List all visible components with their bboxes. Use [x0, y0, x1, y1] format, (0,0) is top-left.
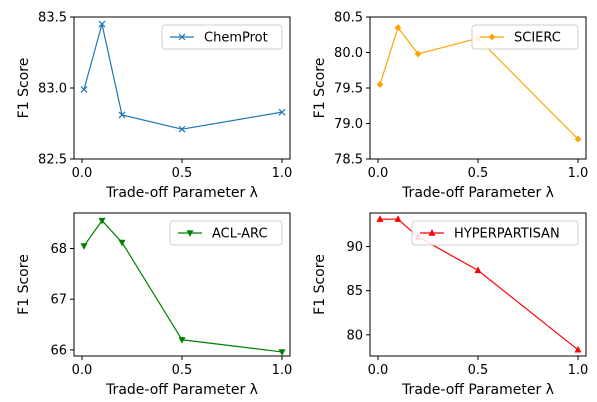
data-point: [278, 108, 286, 116]
data-point: [118, 239, 126, 247]
x-tick-label: 0.5: [468, 166, 489, 181]
legend-box: [161, 24, 283, 50]
y-axis-label: F1 Score: [312, 254, 328, 315]
y-tick-label: 67: [50, 293, 67, 308]
chart-panel-3: 0.0 0.5 1.0 66 67 68 Trade-off Parameter λ F1 S…: [16, 212, 293, 398]
x-tick-label: 1.0: [568, 363, 589, 378]
data-point: [278, 349, 286, 356]
legend-marker: [428, 229, 436, 236]
data-point: [178, 125, 186, 133]
data-point: [98, 217, 106, 225]
y-axis-label: F1 Score: [16, 58, 32, 119]
x-tick-label: 0.0: [72, 166, 93, 181]
y-axis-label: F1 Score: [312, 58, 328, 119]
x-axis-label: Trade-off Parameter λ: [105, 185, 258, 201]
x-axis-label: Trade-off Parameter λ: [105, 382, 258, 398]
y-tick-label: 82.5: [38, 153, 67, 168]
data-point: [574, 135, 582, 143]
data-point: [474, 266, 482, 274]
data-point: [178, 337, 186, 344]
data-point: [414, 50, 422, 58]
legend-marker: [186, 230, 194, 237]
y-tick-label: 68: [50, 242, 67, 257]
data-point: [118, 111, 126, 119]
x-tick-label: 0.5: [468, 363, 489, 378]
data-point: [98, 20, 106, 28]
y-axis-label: F1 Score: [16, 254, 32, 315]
y-tick-label: 79.0: [334, 117, 363, 132]
legend-marker: [178, 33, 186, 41]
legend-label: SCIERC: [514, 31, 561, 46]
x-tick-label: 1.0: [272, 363, 293, 378]
data-point: [394, 215, 402, 222]
legend-box: [471, 24, 579, 50]
legend-label: ChemProt: [204, 31, 268, 46]
data-point: [376, 81, 384, 88]
y-tick-label: 90: [346, 240, 363, 255]
y-tick-label: 80.0: [334, 46, 363, 61]
chart-panel-4: 0.0 0.5 1.0 80 85 90 Trade-off Parameter λ F1 S…: [312, 212, 589, 398]
y-tick-label: 79.5: [334, 82, 363, 97]
data-point: [80, 243, 88, 250]
y-tick-label: 85: [346, 284, 363, 299]
x-tick-label: 0.0: [368, 363, 389, 378]
x-tick-label: 0.0: [72, 363, 93, 378]
legend-marker: [488, 33, 496, 41]
x-tick-label: 0.0: [368, 166, 389, 181]
y-tick-label: 78.5: [334, 153, 363, 168]
x-tick-label: 0.5: [172, 166, 193, 181]
y-tick-label: 83.0: [38, 82, 67, 97]
chart-panel-1: 0.0 0.5 1.0 82.5 83.0 83.5 Trade-off Parameter…: [16, 11, 292, 202]
data-point: [394, 24, 402, 32]
x-tick-label: 1.0: [568, 166, 589, 181]
legend-box: [411, 220, 579, 246]
x-axis-label: Trade-off Parameter λ: [401, 382, 554, 398]
y-tick-label: 83.5: [38, 11, 67, 26]
data-point: [80, 85, 88, 93]
y-tick-label: 80: [346, 328, 363, 343]
x-tick-label: 1.0: [272, 166, 293, 181]
data-point: [376, 215, 384, 222]
x-tick-label: 0.5: [172, 363, 193, 378]
chart-panel-2: 0.0 0.5 1.0 78.5 79.0 79.5 80.0 80.5 Trade-off P…: [312, 11, 588, 202]
data-point: [574, 345, 582, 353]
legend-box: [169, 220, 283, 246]
legend-label: ACL-ARC: [212, 227, 268, 242]
y-tick-label: 66: [50, 343, 67, 358]
legend-label: HYPERPARTISAN: [454, 227, 560, 242]
x-axis-label: Trade-off Parameter λ: [401, 185, 554, 201]
y-tick-label: 80.5: [334, 11, 363, 26]
